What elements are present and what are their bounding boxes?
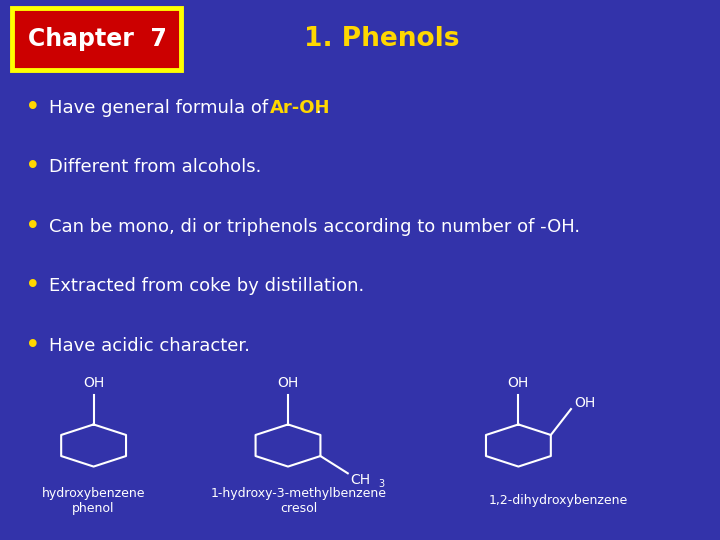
Text: Have general formula of: Have general formula of [49, 99, 274, 117]
Text: Can be mono, di or triphenols according to number of -OH.: Can be mono, di or triphenols according … [49, 218, 580, 236]
Text: Ar-OH: Ar-OH [270, 99, 330, 117]
Text: OH: OH [508, 376, 529, 390]
Text: OH: OH [83, 376, 104, 390]
Text: •: • [24, 95, 40, 121]
Text: 1. Phenols: 1. Phenols [304, 26, 459, 52]
Text: 3: 3 [378, 479, 384, 489]
Text: OH: OH [277, 376, 299, 390]
Text: •: • [24, 154, 40, 180]
Text: 1,2-dihydroxybenzene: 1,2-dihydroxybenzene [488, 494, 628, 507]
Text: OH: OH [575, 396, 596, 409]
Text: •: • [24, 273, 40, 299]
Text: 1-hydroxy-3-methylbenzene
cresol: 1-hydroxy-3-methylbenzene cresol [211, 487, 387, 515]
FancyBboxPatch shape [12, 8, 181, 70]
Text: CH: CH [350, 473, 370, 487]
Text: •: • [24, 333, 40, 359]
Text: Extracted from coke by distillation.: Extracted from coke by distillation. [49, 277, 364, 295]
Text: •: • [24, 214, 40, 240]
Text: hydroxybenzene
phenol: hydroxybenzene phenol [42, 487, 145, 515]
Text: .: . [315, 99, 321, 117]
Text: Have acidic character.: Have acidic character. [49, 336, 250, 355]
Text: Different from alcohols.: Different from alcohols. [49, 158, 261, 177]
Text: Chapter  7: Chapter 7 [28, 27, 166, 51]
